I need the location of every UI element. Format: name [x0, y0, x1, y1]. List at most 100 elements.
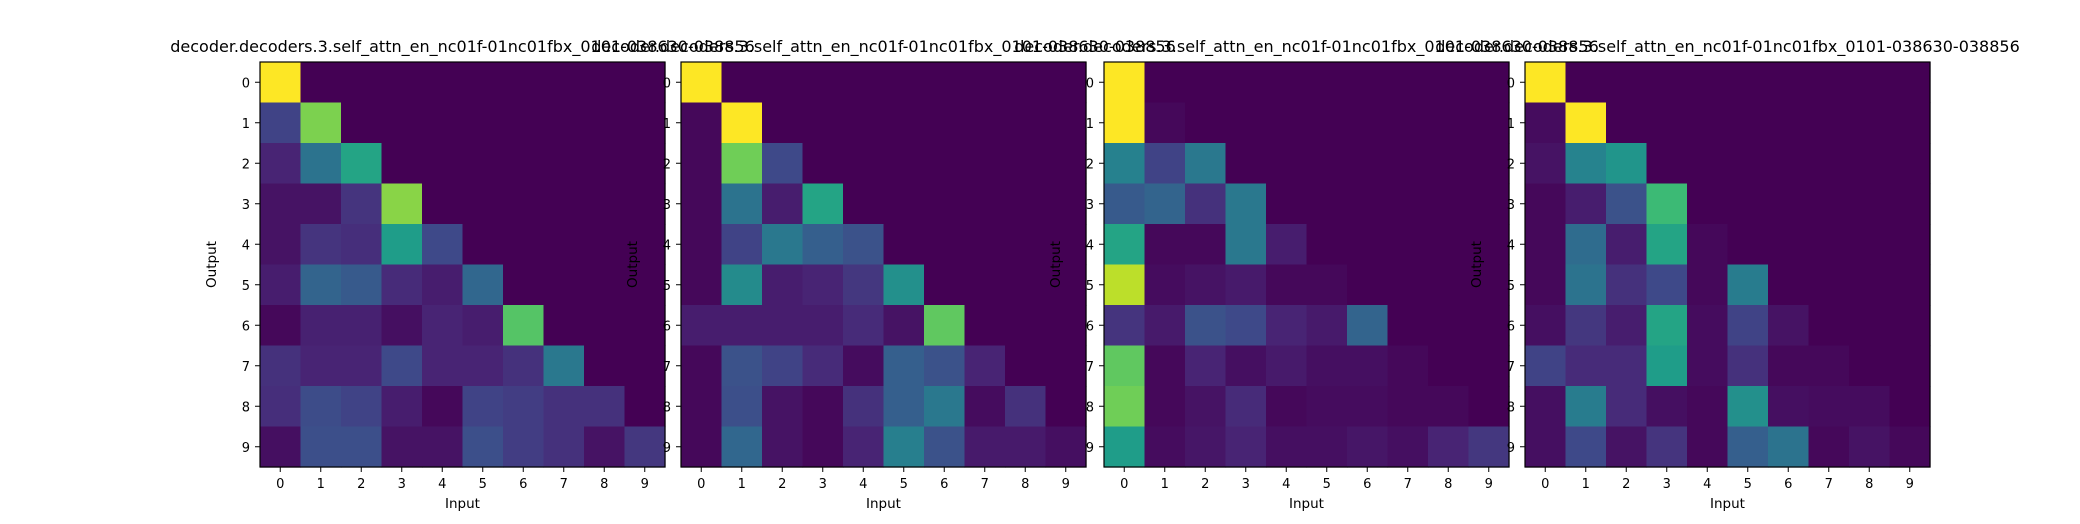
heatmap-cell — [721, 345, 763, 387]
heatmap-cell — [1525, 386, 1567, 428]
heatmap-cell — [1225, 426, 1267, 468]
heatmap-cell — [1144, 345, 1186, 387]
heatmap-cell — [1646, 426, 1688, 468]
y-tick-label: 9 — [242, 441, 250, 456]
heatmap-cell — [843, 143, 885, 185]
heatmap-cell — [341, 183, 383, 225]
heatmap-cell — [1606, 183, 1648, 225]
heatmap-cell — [422, 305, 464, 347]
heatmap-cell — [1468, 386, 1510, 428]
heatmap-cell — [964, 224, 1006, 266]
heatmap-cell — [883, 345, 925, 387]
heatmap-cell — [843, 224, 885, 266]
heatmap-cell — [584, 143, 626, 185]
heatmap-cell — [883, 305, 925, 347]
heatmap-cell — [802, 386, 844, 428]
heatmap-cell — [1266, 143, 1308, 185]
heatmap-cell — [584, 183, 626, 225]
heatmap-cell — [1104, 183, 1146, 225]
heatmap-cell — [802, 102, 844, 144]
x-tick-label: 0 — [1541, 477, 1549, 492]
heatmap-cell — [1428, 264, 1470, 306]
heatmap-cell — [1266, 62, 1308, 104]
y-tick-label: 3 — [242, 198, 250, 213]
heatmap-cell — [1045, 264, 1087, 306]
heatmap-cell — [1889, 62, 1931, 104]
x-tick-label: 9 — [1062, 477, 1070, 492]
heatmap-cell — [1144, 62, 1186, 104]
heatmap-cell — [1005, 345, 1047, 387]
heatmap-cell — [1808, 183, 1850, 225]
heatmap-cell — [1347, 143, 1389, 185]
heatmap-cell — [721, 305, 763, 347]
heatmap-cell — [543, 426, 585, 468]
heatmap-cell — [543, 62, 585, 104]
heatmap-cell — [1468, 345, 1510, 387]
heatmap-cell — [1468, 426, 1510, 468]
x-tick-label: 2 — [357, 477, 365, 492]
heatmap-panel-2: 0 1 2 3 4 5 6 7 8 9 0 1 2 3 4 5 6 7 8 9 Input Output decoder.d… — [1014, 37, 1599, 512]
heatmap-cell — [1185, 102, 1227, 144]
heatmap-cell — [503, 62, 545, 104]
heatmap-cell — [260, 426, 302, 468]
heatmap-cell — [584, 305, 626, 347]
heatmap-cell — [1005, 224, 1047, 266]
heatmap-cell — [762, 183, 804, 225]
y-tick-label: 6 — [663, 319, 671, 334]
heatmap-cell — [1646, 264, 1688, 306]
heatmap-cell — [1606, 224, 1648, 266]
heatmap-cell — [462, 345, 504, 387]
heatmap-cell — [1387, 224, 1429, 266]
axes-frame — [680, 61, 1087, 468]
heatmap-cell — [260, 183, 302, 225]
heatmap-cell — [1849, 183, 1891, 225]
heatmap-cell — [1525, 102, 1567, 144]
heatmap-cell — [681, 102, 723, 144]
heatmap-cell — [762, 224, 804, 266]
heatmap-cell — [1768, 264, 1810, 306]
heatmap-cell — [1428, 426, 1470, 468]
heatmap-cell — [1266, 183, 1308, 225]
heatmap-cell — [462, 386, 504, 428]
heatmap-cell — [802, 143, 844, 185]
heatmap-cell — [1768, 102, 1810, 144]
heatmap-cell — [584, 102, 626, 144]
heatmap-cell — [422, 183, 464, 225]
heatmap-cell — [341, 426, 383, 468]
heatmap-cell — [1606, 386, 1648, 428]
heatmap-panel-3: 0 1 2 3 4 5 6 7 8 9 0 1 2 3 4 5 6 7 8 9 Input Output decoder.d… — [1435, 37, 2020, 512]
heatmap-cell — [624, 345, 666, 387]
heatmap-cell — [843, 386, 885, 428]
heatmap-cell — [1808, 143, 1850, 185]
heatmap-cell — [1525, 264, 1567, 306]
heatmap-cell — [1144, 102, 1186, 144]
heatmap-cell — [1225, 224, 1267, 266]
x-tick-label: 8 — [1444, 477, 1452, 492]
heatmap-cell — [260, 102, 302, 144]
heatmap-cell — [1225, 264, 1267, 306]
heatmap-cell — [1727, 224, 1769, 266]
heatmap-cell — [883, 143, 925, 185]
heatmap-cell — [624, 143, 666, 185]
heatmap-cell — [1468, 143, 1510, 185]
heatmap-cell — [1306, 305, 1348, 347]
y-tick-label: 5 — [1086, 279, 1094, 294]
heatmap-cell — [1005, 102, 1047, 144]
heatmap-cell — [260, 143, 302, 185]
heatmap-cell — [543, 264, 585, 306]
x-tick-label: 5 — [1323, 477, 1331, 492]
heatmap-cell — [1606, 62, 1648, 104]
heatmap-cell — [843, 264, 885, 306]
heatmap-cell — [924, 102, 966, 144]
heatmap-cell — [260, 386, 302, 428]
x-tick-label: 8 — [1021, 477, 1029, 492]
heatmap-cell — [1045, 183, 1087, 225]
heatmap-cell — [260, 345, 302, 387]
heatmap-cell — [422, 426, 464, 468]
x-tick-label: 4 — [859, 477, 867, 492]
heatmap-cell — [1185, 426, 1227, 468]
x-tick-label: 1 — [1582, 477, 1590, 492]
heatmap-cell — [1646, 345, 1688, 387]
heatmap-cell — [341, 305, 383, 347]
